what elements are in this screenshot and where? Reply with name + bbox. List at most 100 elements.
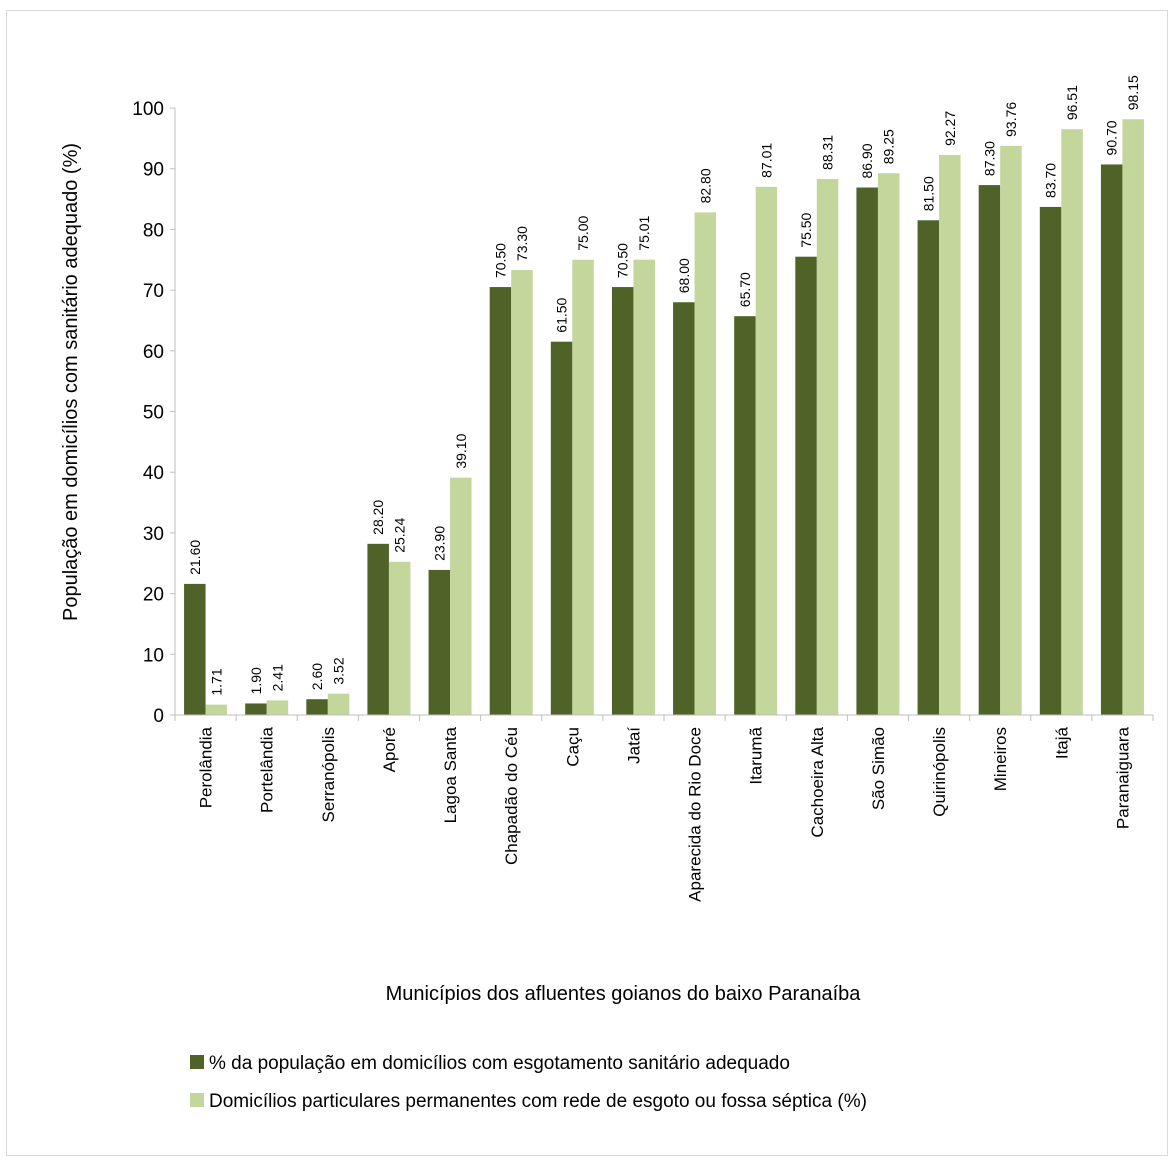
legend-swatch-series-1 xyxy=(190,1055,204,1069)
bar-series-1 xyxy=(306,699,328,715)
bar-series-2 xyxy=(327,693,350,715)
data-label-series-2: 2.41 xyxy=(269,664,285,691)
category-label: Jataí xyxy=(624,727,643,764)
legend-swatch-series-2 xyxy=(190,1093,204,1107)
bar-series-2 xyxy=(450,477,472,715)
category-label: Portelândia xyxy=(258,726,277,813)
bar-series-2 xyxy=(755,186,778,715)
category-label: Cachoeira Alta xyxy=(808,726,827,837)
y-tick-label: 40 xyxy=(143,463,164,484)
data-label-series-2: 73.30 xyxy=(514,226,530,261)
bar-series-1 xyxy=(1100,164,1123,716)
bar-series-1 xyxy=(795,256,817,715)
category-label: Itajá xyxy=(1052,726,1071,759)
bar-series-2 xyxy=(633,259,655,715)
bar-series-1 xyxy=(550,341,573,715)
y-tick-label: 20 xyxy=(143,585,164,606)
data-label-series-2: 96.51 xyxy=(1064,85,1080,120)
data-label-series-1: 81.50 xyxy=(920,176,936,211)
bar-series-2 xyxy=(572,259,594,715)
data-label-series-1: 65.70 xyxy=(737,272,753,307)
category-label: Aparecida do Rio Doce xyxy=(686,727,705,902)
bar-series-1 xyxy=(367,543,389,715)
data-label-series-2: 89.25 xyxy=(881,129,897,164)
category-label: Itarumã xyxy=(747,726,766,784)
data-label-series-1: 83.70 xyxy=(1043,163,1059,198)
bar-series-2 xyxy=(694,212,717,716)
y-tick-label: 90 xyxy=(143,160,164,181)
data-label-series-2: 3.52 xyxy=(331,657,347,684)
bar-series-1 xyxy=(245,703,267,715)
data-label-series-1: 90.70 xyxy=(1104,120,1120,155)
category-label: Serranópolis xyxy=(319,727,338,822)
y-tick-label: 60 xyxy=(143,342,164,363)
data-label-series-2: 87.01 xyxy=(758,143,774,178)
y-tick-label: 0 xyxy=(153,706,164,727)
data-label-series-2: 88.31 xyxy=(820,135,836,170)
data-label-series-1: 21.60 xyxy=(187,540,203,575)
y-tick-label: 100 xyxy=(132,99,164,120)
data-label-series-2: 75.01 xyxy=(636,215,652,250)
data-labels: 21.60 1.71 1.90 2.41 2.60 3.52 28.20 25.24 23.90… xyxy=(187,75,1141,696)
x-axis-ticks xyxy=(174,715,1154,721)
category-label: Caçu xyxy=(563,727,582,767)
data-label-series-1: 70.50 xyxy=(492,243,508,278)
y-axis-title: População em domicílios com sanitário ad… xyxy=(60,143,82,621)
data-label-series-2: 93.76 xyxy=(1003,102,1019,137)
data-label-series-1: 1.90 xyxy=(248,667,264,694)
bar-series-2 xyxy=(939,154,961,716)
category-label: Paranaiguara xyxy=(1113,726,1132,829)
x-axis-title: Municípios dos afluentes goianos do baix… xyxy=(386,983,862,1005)
data-label-series-2: 1.71 xyxy=(208,668,224,695)
bar-series-2 xyxy=(511,270,533,715)
category-label: Perolândia xyxy=(197,726,216,808)
category-labels: Perolândia Portelândia Serranópolis Aporé La… xyxy=(197,726,1133,901)
y-axis-ticks: 0 10 20 30 40 50 60 70 80 90 100 xyxy=(132,99,175,727)
bar-series-2 xyxy=(1000,145,1022,715)
category-label: Mineiros xyxy=(991,727,1010,791)
data-label-series-1: 70.50 xyxy=(615,243,631,278)
y-tick-label: 10 xyxy=(143,645,164,666)
data-label-series-1: 2.60 xyxy=(309,663,325,690)
bar-series-2 xyxy=(1122,119,1144,716)
data-label-series-2: 82.80 xyxy=(697,168,713,203)
y-tick-label: 80 xyxy=(143,220,164,241)
legend-label-series-2: Domicílios particulares permanentes com … xyxy=(209,1091,867,1112)
data-label-series-1: 86.90 xyxy=(859,143,875,178)
bar-series-1 xyxy=(673,302,695,715)
bar-series-2 xyxy=(205,704,228,715)
data-label-series-2: 75.00 xyxy=(575,216,591,251)
bar-series-2 xyxy=(1061,129,1083,715)
data-label-series-1: 23.90 xyxy=(431,526,447,561)
y-tick-label: 30 xyxy=(143,524,164,545)
bar-series-1 xyxy=(489,287,512,715)
legend: % da população em domicílios com esgotam… xyxy=(190,1053,867,1112)
data-label-series-2: 25.24 xyxy=(392,518,408,553)
bar-series-1 xyxy=(978,185,1001,716)
data-label-series-1: 75.50 xyxy=(798,212,814,247)
category-label: São Simão xyxy=(869,727,888,810)
data-label-series-2: 98.15 xyxy=(1125,75,1141,110)
legend-label-series-1: % da população em domicílios com esgotam… xyxy=(209,1053,790,1074)
data-label-series-2: 39.10 xyxy=(453,433,469,468)
category-label: Aporé xyxy=(380,727,399,772)
bar-series-1 xyxy=(734,316,756,715)
data-label-series-1: 87.30 xyxy=(981,141,997,176)
y-tick-label: 70 xyxy=(143,281,164,302)
bar-series-1 xyxy=(611,287,634,715)
bar-series-1 xyxy=(1039,206,1062,716)
category-label: Chapadão do Céu xyxy=(502,727,521,865)
data-label-series-2: 92.27 xyxy=(942,111,958,146)
bar-series-2 xyxy=(388,561,411,715)
bar-series-2 xyxy=(266,700,289,715)
bar-series-1 xyxy=(184,583,206,715)
bar-series-2 xyxy=(816,178,839,715)
category-label: Quirinópolis xyxy=(930,727,949,817)
data-label-series-1: 68.00 xyxy=(676,258,692,293)
bars xyxy=(184,119,1144,716)
bar-series-1 xyxy=(917,220,940,716)
bar-series-1 xyxy=(428,569,451,715)
category-label: Lagoa Santa xyxy=(441,726,460,823)
bar-series-1 xyxy=(856,187,878,716)
